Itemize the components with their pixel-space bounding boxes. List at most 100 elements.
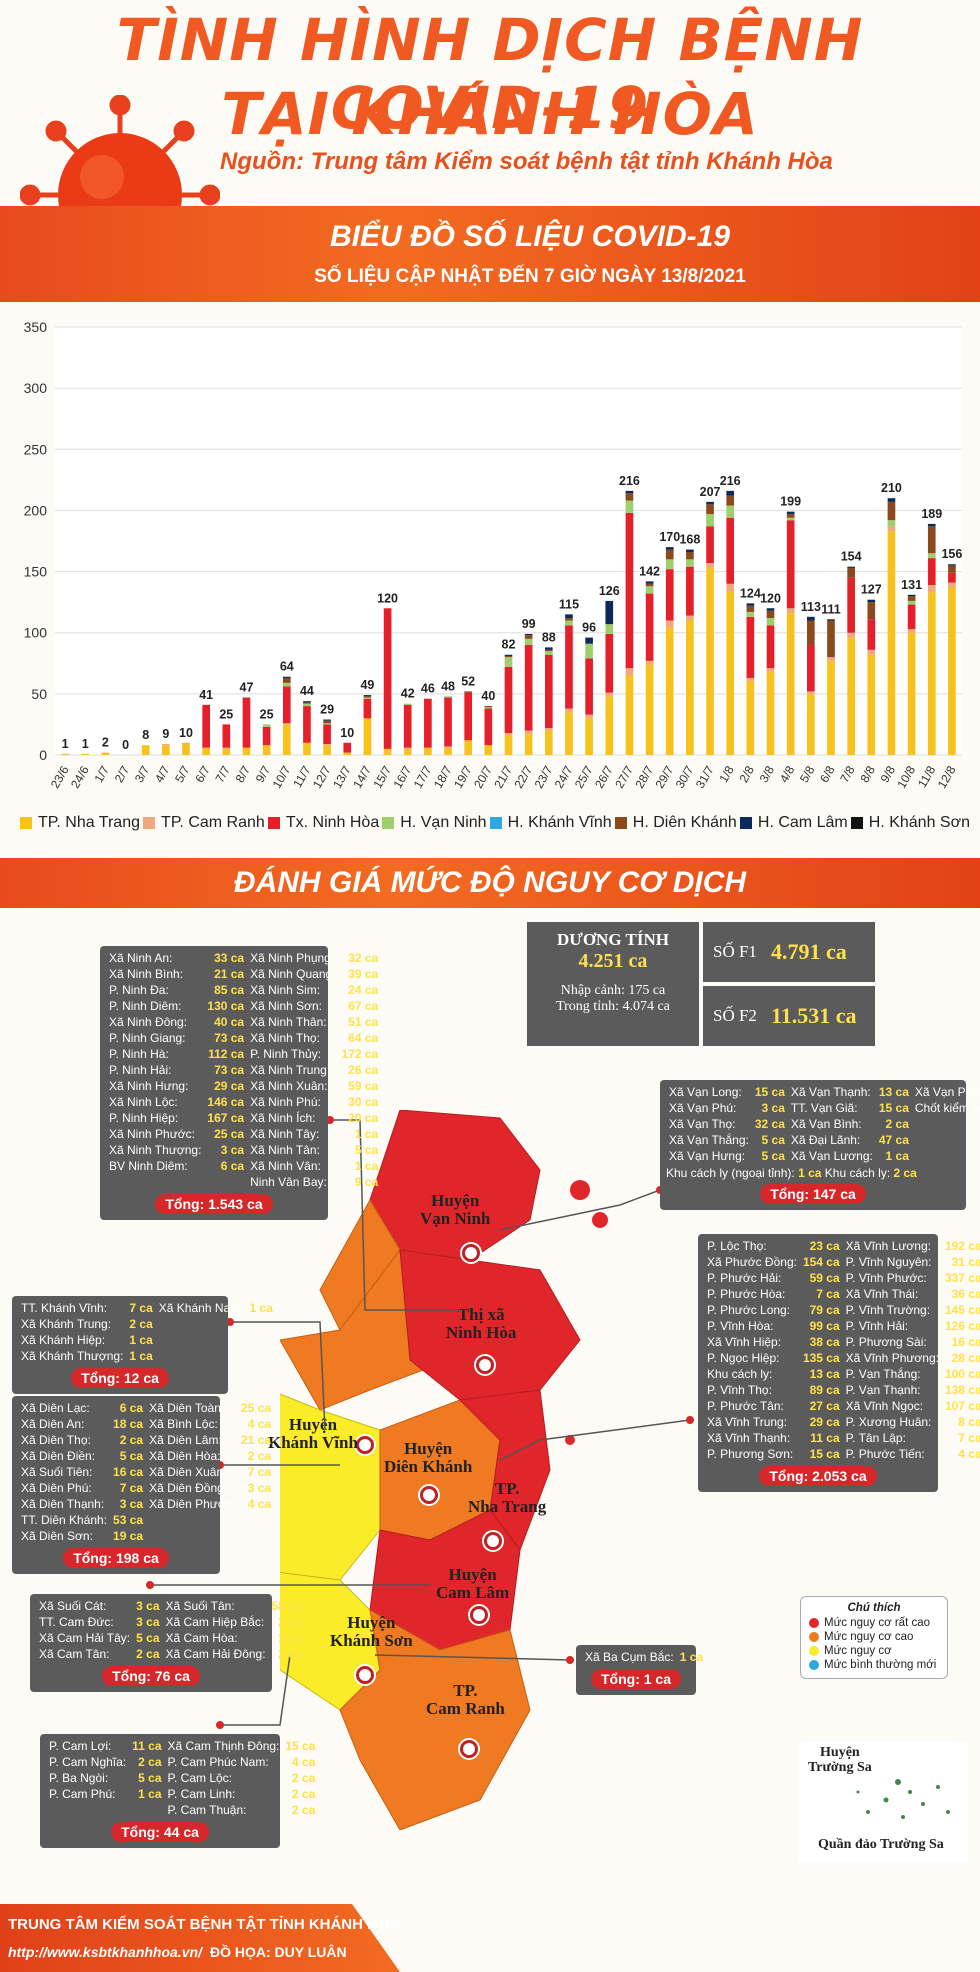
ward-name — [156, 1332, 247, 1348]
ward-name: Xã Ninh Xuân: — [250, 1079, 328, 1093]
f1-box: SỐ F1 4.791 ca — [703, 922, 875, 982]
panel-row: P. Phương Sơn: 15 ca P. Phước Tiến: 4 ca — [704, 1446, 980, 1462]
data-label: 199 — [780, 495, 801, 509]
ward-name: TT. Cam Đức: — [39, 1615, 114, 1629]
panel-row: Xã Cam Hải Tây: 5 ca Xã Cam Hòa: 1 ca — [36, 1630, 305, 1646]
ward-name: P. Phước Tân: — [707, 1399, 784, 1413]
data-label: 216 — [619, 474, 640, 488]
case-count: 47 ca — [878, 1133, 909, 1147]
bar-segment — [484, 706, 493, 708]
bar-segment — [645, 581, 654, 584]
panel-total: Tổng: 1.543 ca — [155, 1194, 273, 1214]
bar-segment — [565, 625, 573, 709]
panel-row: Xã Khánh Trung: 2 ca — [18, 1316, 276, 1332]
risk-dot-icon — [809, 1646, 819, 1656]
footer-url[interactable]: http://www.ksbtkhanhhoa.vn/ — [8, 1944, 202, 1960]
bar-segment — [645, 583, 654, 587]
x-tick-label: 7/8 — [837, 763, 858, 785]
ward-name: Xã Khánh Hiệp: — [21, 1333, 106, 1347]
bar-segment — [363, 695, 372, 697]
case-count: 7 ca — [958, 1431, 980, 1445]
district-marker-icon — [470, 1606, 488, 1624]
bar-segment — [807, 620, 815, 645]
district-marker-icon — [420, 1486, 438, 1504]
bar-segment — [665, 559, 674, 570]
case-count: 2 ca — [119, 1433, 144, 1447]
bar-segment — [424, 747, 432, 755]
x-tick-label: 20/7 — [471, 763, 495, 791]
panel-row: Xã Diên Thạnh: 3 ca Xã Diên Phước: 4 ca — [18, 1496, 274, 1512]
footer-credit: ĐỒ HỌA: DUY LUÂN — [210, 1944, 347, 1960]
data-label: 113 — [801, 600, 821, 614]
case-count: 79 ca — [809, 1303, 840, 1317]
bar-segment — [202, 747, 210, 755]
case-count: 2 ca — [129, 1317, 153, 1331]
label-nha-trang: TP. Nha Trang — [468, 1479, 547, 1516]
x-tick-label: 22/7 — [511, 763, 535, 791]
data-label: 156 — [941, 547, 962, 561]
x-tick-label: 28/7 — [632, 763, 656, 791]
bar-segment — [686, 559, 694, 567]
ward-name: P. Vạn Thắng: — [845, 1367, 921, 1381]
bar-segment — [746, 681, 755, 755]
bar-segment — [907, 629, 916, 633]
x-tick-label: 31/7 — [693, 763, 717, 791]
bar-segment — [867, 599, 876, 603]
data-label: 111 — [821, 602, 841, 616]
ward-name: Khu cách ly: — [707, 1367, 773, 1381]
bar-segment — [927, 585, 936, 593]
ward-name: P. Lộc Thọ: — [707, 1239, 767, 1253]
panel-row: P. Cam Thuận: 2 ca — [46, 1802, 318, 1818]
case-count — [129, 1802, 164, 1818]
case-count: 16 ca — [113, 1465, 144, 1479]
x-tick-label: 8/7 — [233, 763, 254, 785]
case-count: 5 ca — [761, 1133, 785, 1147]
ward-name: Xã Diên An: — [21, 1417, 85, 1431]
bar-segment — [101, 752, 110, 755]
risk-dot-icon — [809, 1632, 819, 1642]
bar-segment — [605, 692, 614, 697]
ward-name: Xã Ninh Sơn: — [250, 999, 323, 1013]
bar-segment — [726, 591, 735, 755]
case-count: 36 ca — [951, 1287, 980, 1301]
panel-table: Xã Diên Lạc: 6 ca Xã Diên Toàn: 25 ca Xã Diê… — [18, 1400, 274, 1544]
bar-segment — [544, 647, 553, 650]
case-count — [238, 1528, 274, 1544]
bar-segment — [907, 596, 916, 601]
bar-segment — [766, 618, 775, 626]
bar-segment — [444, 697, 452, 747]
bar-segment — [81, 753, 90, 755]
label-dien-khanh: Huyện Diên Khánh — [384, 1439, 473, 1476]
bar-segment — [524, 730, 533, 735]
x-tick-label: 23/6 — [48, 763, 72, 791]
ward-name — [912, 1116, 980, 1132]
case-count: 89 ca — [809, 1383, 840, 1397]
bar-segment — [786, 613, 795, 755]
bar-segment — [766, 625, 775, 669]
chart-banner-title: BIỂU ĐỒ SỐ LIỆU COVID-19 — [329, 220, 731, 253]
risk-legend-label: Mức bình thường mới — [824, 1659, 937, 1671]
x-tick-label: 13/7 — [330, 763, 354, 791]
x-tick-label: 6/8 — [817, 763, 838, 785]
bar-segment — [303, 702, 311, 704]
panel-row: P. Cam Nghĩa: 2 ca P. Cam Phúc Nam: 4 ca — [46, 1754, 318, 1770]
ward-name: Xã Vạn Thắng: — [669, 1133, 749, 1147]
panel-total: Tổng: 44 ca — [111, 1822, 209, 1842]
bar-segment — [363, 718, 372, 755]
data-label: 0 — [122, 738, 129, 752]
legend-item: H. Diên Khánh — [614, 814, 737, 832]
label-cam-lam: Huyện Cam Lâm — [436, 1565, 510, 1602]
district-marker-icon — [460, 1740, 478, 1758]
x-tick-label: 4/8 — [777, 763, 798, 785]
data-label: 216 — [720, 474, 741, 488]
ward-name: P. Ninh Diêm: — [109, 999, 182, 1013]
ward-name: P. Phước Hòa: — [707, 1287, 786, 1301]
case-count: 2 ca — [278, 1647, 302, 1661]
label-khanh-son: Huyện Khánh Sơn — [330, 1613, 413, 1650]
case-count: 2 ca — [138, 1755, 162, 1769]
data-label: 47 — [240, 681, 254, 695]
case-count: 32 ca — [348, 951, 379, 965]
bar-segment — [887, 526, 896, 532]
ward-name: Xã Vạn Bình: — [790, 1117, 862, 1131]
bar-segment — [686, 620, 694, 755]
